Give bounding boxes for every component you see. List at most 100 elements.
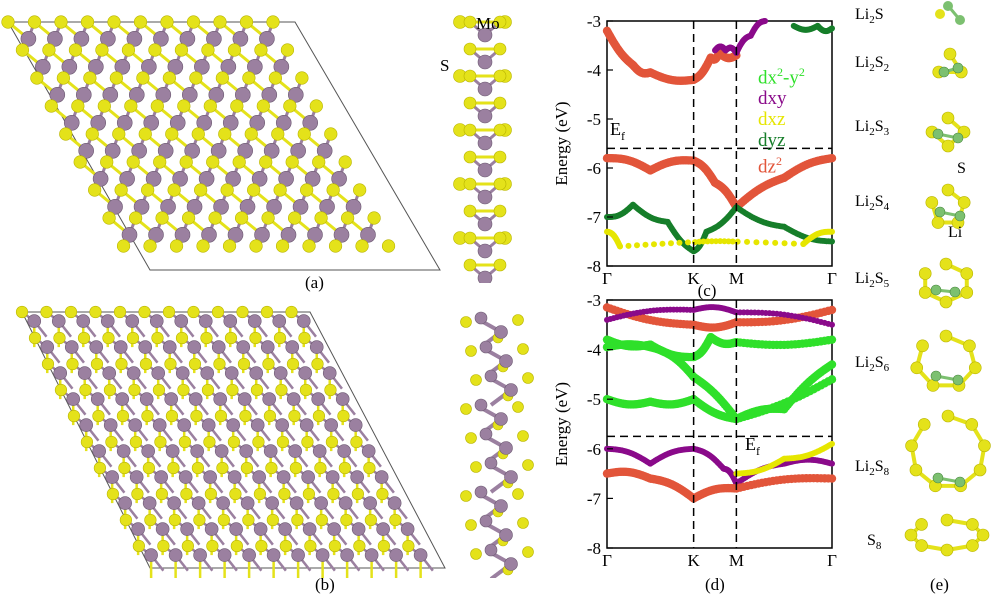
mo-atom (474, 485, 488, 499)
s-atom (133, 15, 148, 29)
s-atom (470, 374, 482, 386)
y-tick-label: -6 (587, 159, 601, 178)
band-dxz (604, 228, 835, 250)
s-atom (181, 211, 196, 225)
mo-atom (298, 366, 313, 380)
mo-atom (66, 392, 81, 406)
mo-atom (285, 340, 300, 354)
s-atom (113, 305, 127, 319)
mo-atom (249, 366, 264, 380)
s-atom (338, 155, 352, 169)
li-atom (949, 286, 961, 298)
mo-atom (118, 496, 132, 510)
band-point (829, 25, 835, 32)
y-tick-label: -5 (587, 110, 601, 129)
panel-a-lattice-top (1, 15, 441, 271)
s-atom (271, 127, 285, 141)
mo-atom (261, 87, 278, 103)
y-axis-label: Energy (eV) (552, 101, 571, 185)
s-atom (297, 127, 311, 141)
mo-atom (115, 392, 130, 406)
s-atom (148, 43, 162, 57)
s-atom (940, 543, 954, 557)
mo-atom (119, 171, 135, 187)
mo-atom (299, 418, 314, 432)
mo-atom (186, 199, 203, 215)
s8 (904, 513, 990, 557)
s-atom (909, 463, 923, 477)
mo-atom (153, 30, 169, 47)
mo-atom (292, 199, 309, 215)
s-atom (278, 487, 291, 501)
s-atom (254, 43, 268, 57)
mo-atom (100, 30, 116, 47)
mo-atom (286, 392, 301, 406)
s-atom (177, 99, 191, 113)
mo-atom (172, 171, 188, 187)
molecule-label-6: Li2S8 (855, 458, 890, 479)
s-atom (302, 487, 315, 501)
s-atom (242, 71, 256, 85)
s-atom (389, 513, 402, 527)
s-atom (129, 435, 143, 449)
mo-atom (249, 115, 266, 131)
s-atom (239, 409, 252, 423)
li-atom (930, 284, 942, 296)
x-tick-label: M (729, 551, 744, 570)
mo-atom (142, 496, 157, 510)
mo-atom (477, 81, 493, 97)
mo-atom (474, 311, 488, 325)
s-atom (463, 69, 477, 83)
mo-atom (324, 418, 338, 432)
mo-atom (474, 398, 488, 412)
li2s2 (932, 47, 968, 79)
s-atom (465, 432, 477, 444)
s-atom (364, 513, 377, 527)
s-atom (214, 409, 228, 423)
band-point (616, 243, 623, 250)
s-atom (968, 361, 982, 375)
s-atom (460, 316, 472, 328)
mo-atom (225, 171, 241, 187)
plot-frame (606, 299, 833, 549)
s-atom (85, 127, 99, 141)
mo-atom (133, 199, 150, 215)
mo-atom (477, 189, 493, 205)
s-atom (463, 231, 477, 245)
s-atom (162, 305, 176, 319)
s-atom (943, 47, 957, 61)
s-atom (931, 216, 945, 229)
s-atom (493, 123, 507, 137)
s-atom (152, 383, 166, 397)
s-atom (463, 204, 477, 218)
mo-atom (78, 143, 94, 159)
mo-atom (484, 369, 498, 383)
mo-atom (102, 366, 117, 380)
mo-atom (290, 143, 306, 159)
s-atom (240, 461, 254, 475)
s-atom (915, 518, 928, 531)
s-atom (941, 139, 955, 153)
mo-atom (157, 143, 174, 159)
s-atom (188, 357, 202, 371)
mo-atom (253, 522, 268, 536)
s-atom (206, 539, 219, 553)
s-atom (226, 383, 239, 397)
orbital-legend: dx2-y2 dxy dxz dyz dz2 (758, 62, 805, 178)
mo-atom (214, 444, 229, 458)
s-atom (287, 211, 302, 225)
s-atom (222, 239, 237, 253)
mo-atom (75, 87, 92, 103)
s-atom (926, 379, 940, 392)
s-atom (940, 513, 954, 527)
s-atom (164, 357, 177, 371)
mo-atom (236, 340, 251, 354)
s-atom (280, 43, 295, 57)
s-atom (915, 539, 928, 552)
s-atom (493, 258, 507, 272)
mo-atom (141, 59, 157, 75)
s-atom (165, 409, 179, 423)
s-atom (965, 418, 979, 431)
s-atom (119, 513, 132, 527)
mo-atom (227, 227, 244, 243)
